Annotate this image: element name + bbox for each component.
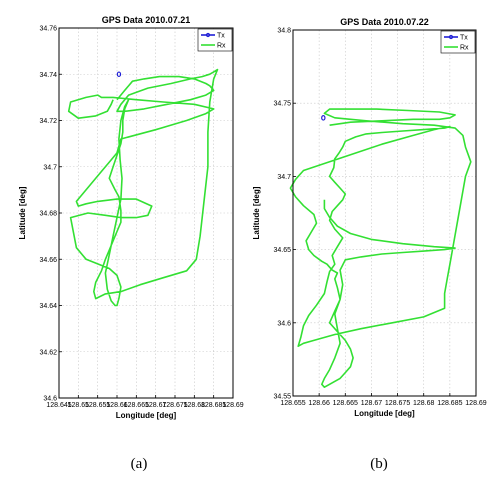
chart2-x-tick-label: 128.655 bbox=[280, 400, 305, 407]
chart2-legend-label-tx: Tx bbox=[460, 35, 468, 42]
chart1-title: GPS Data 2010.07.21 bbox=[102, 15, 191, 25]
chart1-y-tick-label: 34.64 bbox=[39, 303, 57, 310]
chart2-y-axis-label: Latitude [deg] bbox=[252, 186, 261, 239]
chart1-y-tick-label: 34.66 bbox=[39, 257, 57, 264]
chart1-y-tick-label: 34.74 bbox=[39, 72, 57, 79]
chart2-x-axis-label: Longitude [deg] bbox=[354, 409, 415, 418]
chart2-x-tick-label: 128.685 bbox=[437, 400, 462, 407]
chart2-x-tick-label: 128.665 bbox=[333, 400, 358, 407]
chart1-y-tick-label: 34.7 bbox=[43, 164, 57, 171]
chart2-legend-label-rx: Rx bbox=[460, 45, 469, 52]
chart2-x-tick-label: 128.67 bbox=[361, 400, 383, 407]
chart2-x-tick-label: 128.68 bbox=[413, 400, 435, 407]
chart1-y-tick-label: 34.6 bbox=[43, 396, 57, 403]
chart2-plot-area bbox=[293, 30, 476, 396]
chart1-caption: (a) bbox=[131, 456, 148, 472]
chart1-x-tick-label: 128.69 bbox=[222, 402, 244, 409]
chart2-caption: (b) bbox=[370, 456, 388, 472]
chart1-y-tick-label: 34.72 bbox=[39, 118, 57, 125]
chart2-y-tick-label: 34.75 bbox=[273, 101, 291, 108]
chart1-y-axis-label: Latitude [deg] bbox=[18, 186, 27, 239]
chart2-y-tick-label: 34.6 bbox=[277, 320, 291, 327]
chart1-y-tick-label: 34.76 bbox=[39, 26, 57, 33]
chart1-y-tick-label: 34.68 bbox=[39, 211, 57, 218]
chart2-x-tick-label: 128.69 bbox=[465, 400, 487, 407]
chart1-y-tick-label: 34.62 bbox=[39, 349, 57, 356]
chart1-legend-label-tx: Tx bbox=[217, 33, 225, 40]
chart2-y-tick-label: 34.7 bbox=[277, 174, 291, 181]
chart1-legend-box bbox=[198, 29, 232, 51]
chart2-x-tick-label: 128.66 bbox=[308, 400, 330, 407]
chart2-y-tick-label: 34.55 bbox=[273, 394, 291, 401]
chart1-x-axis-label: Longitude [deg] bbox=[116, 411, 177, 420]
chart2-x-tick-label: 128.675 bbox=[385, 400, 410, 407]
chart2-title: GPS Data 2010.07.22 bbox=[340, 17, 429, 27]
chart1-legend-label-rx: Rx bbox=[217, 43, 226, 50]
chart2-y-tick-label: 34.65 bbox=[273, 247, 291, 254]
chart2-legend-box bbox=[441, 31, 475, 53]
chart2-y-tick-label: 34.8 bbox=[277, 28, 291, 35]
